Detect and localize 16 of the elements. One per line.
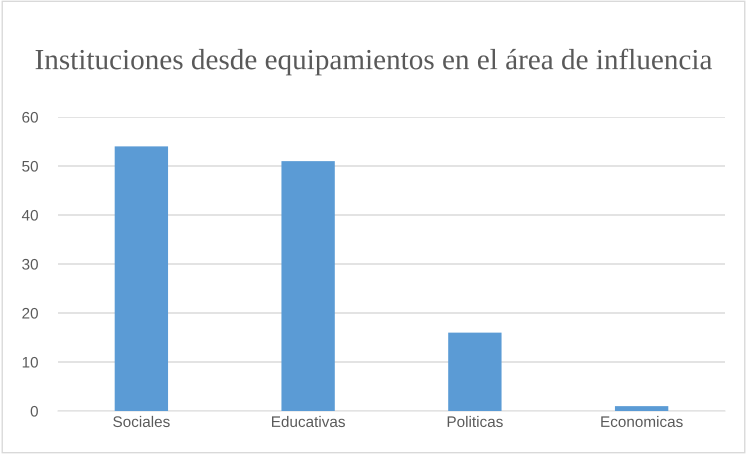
y-tick-label: 10 (22, 356, 38, 368)
bar (114, 146, 168, 411)
x-tick-label: Educativas (272, 416, 345, 428)
bar (281, 161, 335, 411)
y-tick-label: 60 (22, 112, 38, 123)
x-tick-label: Politicas (448, 416, 503, 428)
y-tick-label: 30 (22, 258, 38, 270)
chart-title: Instituciones desde equipamientos en el área de influencia (36, 48, 712, 76)
y-tick-label: 20 (22, 308, 38, 319)
x-tick-label: Economicas (601, 416, 683, 428)
x-tick-label: Sociales (113, 416, 170, 428)
y-tick-label: 0 (30, 406, 38, 417)
y-tick-label: 40 (22, 210, 38, 221)
bar (448, 332, 502, 411)
bar (614, 406, 668, 411)
y-tick-label: 50 (22, 160, 38, 172)
